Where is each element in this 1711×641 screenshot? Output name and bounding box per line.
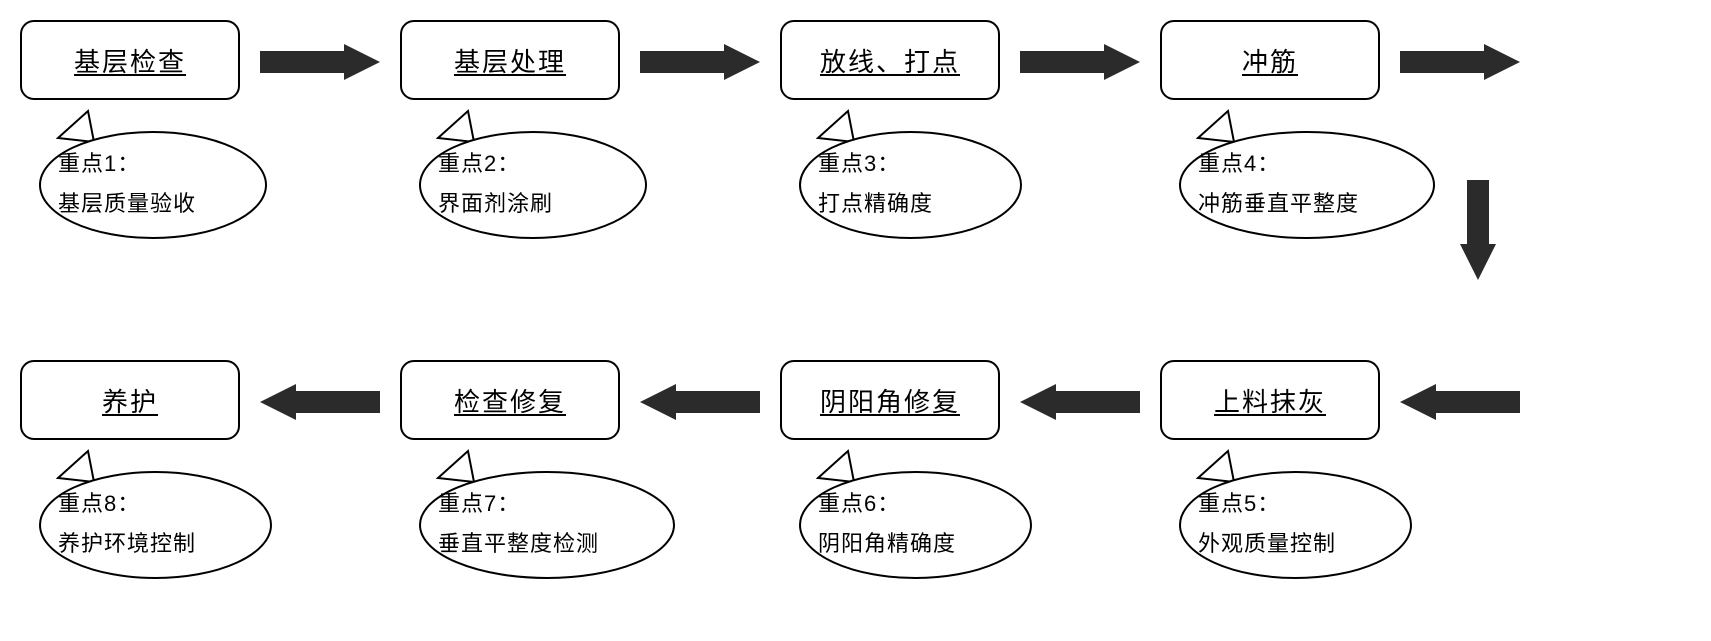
callout-body: 基层质量验收 <box>58 184 248 224</box>
callout-title: 重点2： <box>438 144 628 184</box>
callout-body: 养护环境控制 <box>58 524 253 564</box>
callout-1: 重点1： 基层质量验收 <box>38 130 268 240</box>
callout-body: 界面剂涂刷 <box>438 184 628 224</box>
callout-body: 打点精确度 <box>818 184 1003 224</box>
callout-title: 重点3： <box>818 144 1003 184</box>
callout-3: 重点3： 打点精确度 <box>798 130 1023 240</box>
callout-title: 重点7： <box>438 484 656 524</box>
step-box-1: 基层检查 <box>20 20 240 100</box>
arrow-2 <box>1020 44 1140 80</box>
step-label: 放线、打点 <box>820 42 960 79</box>
flowchart-canvas: 基层检查 重点1： 基层质量验收 基层处理 重点2： 界面剂涂刷 放线、打点 重… <box>0 0 1711 641</box>
step-label: 检查修复 <box>454 382 566 419</box>
step-label: 基层检查 <box>74 42 186 79</box>
callout-6: 重点6： 阴阳角精确度 <box>798 470 1033 580</box>
callout-body: 冲筋垂直平整度 <box>1198 184 1416 224</box>
arrow-1 <box>640 44 760 80</box>
callout-2: 重点2： 界面剂涂刷 <box>418 130 648 240</box>
callout-title: 重点4： <box>1198 144 1416 184</box>
arrow-8 <box>260 384 380 420</box>
callout-title: 重点8： <box>58 484 253 524</box>
step-box-8: 养护 <box>20 360 240 440</box>
step-label: 养护 <box>102 382 158 419</box>
step-label: 阴阳角修复 <box>820 382 960 419</box>
arrow-4 <box>1428 212 1528 248</box>
step-box-7: 检查修复 <box>400 360 620 440</box>
arrow-6 <box>1020 384 1140 420</box>
step-label: 冲筋 <box>1242 42 1298 79</box>
callout-title: 重点5： <box>1198 484 1393 524</box>
step-box-6: 阴阳角修复 <box>780 360 1000 440</box>
step-label: 基层处理 <box>454 42 566 79</box>
callout-4: 重点4： 冲筋垂直平整度 <box>1178 130 1436 240</box>
step-box-2: 基层处理 <box>400 20 620 100</box>
step-box-5: 上料抹灰 <box>1160 360 1380 440</box>
callout-8: 重点8： 养护环境控制 <box>38 470 273 580</box>
callout-title: 重点6： <box>818 484 1013 524</box>
step-box-4: 冲筋 <box>1160 20 1380 100</box>
step-label: 上料抹灰 <box>1214 382 1326 419</box>
arrow-0 <box>260 44 380 80</box>
arrow-5 <box>1400 384 1520 420</box>
callout-body: 垂直平整度检测 <box>438 524 656 564</box>
arrow-3 <box>1400 44 1520 80</box>
callout-body: 外观质量控制 <box>1198 524 1393 564</box>
callout-body: 阴阳角精确度 <box>818 524 1013 564</box>
callout-5: 重点5： 外观质量控制 <box>1178 470 1413 580</box>
callout-title: 重点1： <box>58 144 248 184</box>
step-box-3: 放线、打点 <box>780 20 1000 100</box>
callout-7: 重点7： 垂直平整度检测 <box>418 470 676 580</box>
arrow-7 <box>640 384 760 420</box>
